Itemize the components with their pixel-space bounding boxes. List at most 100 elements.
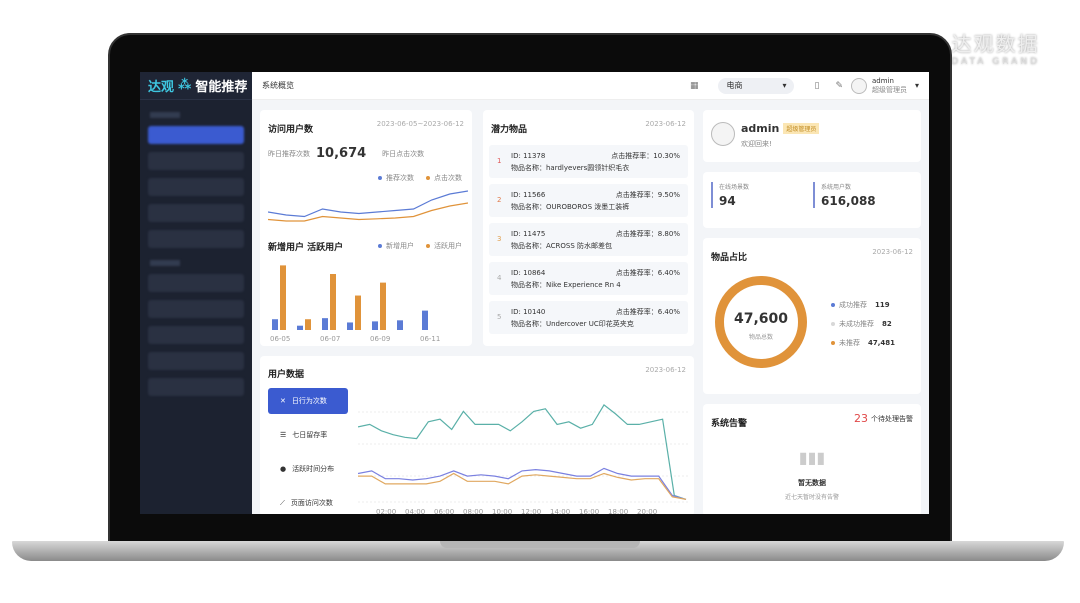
x-tick-label: 06-05: [270, 335, 290, 343]
sidebar-item[interactable]: [148, 352, 244, 370]
name-label: 物品名称：: [511, 320, 546, 328]
tab-active-time[interactable]: ● 活跃时间分布: [268, 456, 348, 482]
id-label: ID:: [511, 269, 521, 277]
item-id: 11475: [523, 230, 546, 238]
tab-label: 七日留存率: [292, 431, 328, 439]
tab-daily-actions[interactable]: ✕ 日行为次数: [268, 388, 348, 414]
bars-icon: ☰: [280, 431, 287, 439]
sidebar-item[interactable]: [148, 300, 244, 318]
watermark-sub: DATA GRAND: [951, 57, 1040, 67]
donut-chart: [715, 276, 807, 368]
rank: 3: [497, 235, 502, 243]
potential-item[interactable]: 1 ID: 11378 点击推荐率：10.30% 物品名称：hardlyever…: [489, 145, 688, 178]
legend-label: 未成功推荐: [839, 320, 874, 328]
logo-icon: ⁂: [178, 78, 192, 93]
watermark-title: 达观数据: [951, 32, 1040, 56]
potential-item[interactable]: 3 ID: 11475 点击推荐率：8.80% 物品名称：ACROSS 防水邮差…: [489, 223, 688, 256]
sidebar-item[interactable]: [148, 230, 244, 248]
bar-new-users: [397, 320, 403, 330]
x-tick-label: 18:00: [608, 508, 628, 514]
legend-dot: [378, 176, 382, 180]
avatar[interactable]: [850, 77, 867, 94]
alerts-card: 系统告警 23 个待处理告警 ▮▮▮ 暂无数据 近七天暂时没有告警: [703, 404, 921, 514]
card-title: 用户数据: [268, 370, 305, 380]
logo[interactable]: 达观 ⁂ 智能推荐: [140, 72, 252, 100]
x-tick-label: 06-07: [320, 335, 340, 343]
sidebar-item[interactable]: [148, 326, 244, 344]
card-date: 2023-06-12: [645, 120, 686, 128]
item-name: ACROSS 防水邮差包: [546, 242, 613, 250]
name-label: 物品名称：: [511, 203, 546, 211]
sidebar-item[interactable]: [148, 274, 244, 292]
id-label: ID:: [511, 308, 521, 316]
id-label: ID:: [511, 191, 521, 199]
users-bar-chart: 06-05 06-07 06-09 06-11: [270, 265, 440, 343]
sidebar-item[interactable]: [148, 378, 244, 396]
potential-card: 潜力物品 2023-06-12 1 ID: 11378 点击推荐率：10.30%…: [483, 110, 694, 346]
tab-label: 页面访问次数: [290, 499, 333, 507]
legend-label: 成功推荐: [839, 301, 867, 309]
caret-down-icon[interactable]: ▾: [914, 81, 919, 90]
avatar[interactable]: [711, 122, 735, 146]
sidebar-item[interactable]: [148, 152, 244, 170]
x-tick-label: 06-11: [420, 335, 440, 343]
logo-product: 智能推荐: [195, 80, 248, 95]
visits-card: 访问用户数 2023-06-05~2023-06-12 昨日推荐次数 10,67…: [260, 110, 472, 346]
tab-page-visits[interactable]: ⟋ 页面访问次数: [268, 490, 348, 514]
sidebar-item[interactable]: [148, 178, 244, 196]
welcome-text: 欢迎回来!: [741, 140, 772, 148]
x-tick-label: 04:00: [405, 508, 425, 514]
legend-dot: [831, 341, 835, 345]
ratio-legend-item: 成功推荐 119: [831, 300, 895, 310]
legend-value: 82: [882, 320, 892, 328]
legend-dot: [378, 244, 382, 248]
potential-item[interactable]: 4 ID: 10864 点击推荐率：6.40% 物品名称：Nike Experi…: [489, 262, 688, 295]
x-tick-label: 08:00: [463, 508, 483, 514]
bar-new-users: [297, 325, 303, 330]
potential-item[interactable]: 2 ID: 11566 点击推荐率：9.50% 物品名称：OUROBOROS 泼…: [489, 184, 688, 217]
item-name: Nike Experience Rn 4: [546, 281, 621, 289]
donut-total: 47,600: [733, 311, 789, 327]
header-user: admin: [871, 76, 894, 85]
potential-item[interactable]: 5 ID: 10140 点击推荐率：6.40% 物品名称：Undercover …: [489, 301, 688, 334]
card-title: 系统告警: [711, 419, 748, 429]
scene-select[interactable]: 电商 ▾: [718, 77, 795, 94]
legend-value: 47,481: [868, 339, 896, 347]
header: 系统概览 ▦ 电商 ▾ ▯ ✎ admin 超级管理员 ▾: [252, 72, 929, 100]
app-screen: 达观 ⁂ 智能推荐 系统概览 ▦ 电商 ▾ ▯ ✎ admin 超级管理员 ▾ 访问用户…: [140, 72, 929, 514]
bar-new-users: [322, 318, 328, 330]
bar-new-users: [422, 310, 428, 330]
x-tick-label: 02:00: [376, 508, 396, 514]
document-icon[interactable]: ▯: [814, 80, 820, 91]
legend-dot: [831, 303, 835, 307]
line-orange: [358, 472, 687, 500]
pen-icon[interactable]: ✎: [835, 80, 843, 91]
tab-retention[interactable]: ☰ 七日留存率: [268, 422, 348, 448]
item-name: OUROBOROS 泼墨工装裤: [546, 203, 630, 211]
stat-label: 在线场景数: [719, 184, 750, 191]
legend-label: 点击次数: [434, 174, 462, 182]
x-tick-label: 10:00: [492, 508, 512, 514]
sidebar-item[interactable]: [148, 126, 244, 144]
rank: 4: [497, 274, 502, 282]
breadcrumb: 系统概览: [262, 81, 294, 90]
logo-brand: 达观: [148, 80, 175, 95]
visits-line-chart: [268, 190, 468, 222]
x-tick-label: 16:00: [579, 508, 599, 514]
legend-dot: [426, 244, 430, 248]
bar-active-users: [380, 282, 386, 330]
name-label: 物品名称：: [511, 242, 546, 250]
x-tick-label: 20:00: [637, 508, 657, 514]
stats-card: 在线场景数 94 系统用户数 616,088: [703, 172, 921, 228]
id-label: ID:: [511, 230, 521, 238]
role-badge: 超级管理员: [783, 123, 820, 134]
laptop-notch: [440, 541, 640, 548]
grid-icon[interactable]: ▦: [689, 80, 699, 91]
tab-label: 活跃时间分布: [292, 465, 335, 473]
name-label: 物品名称：: [511, 281, 546, 289]
sidebar-item[interactable]: [148, 204, 244, 222]
bar-new-users: [272, 319, 278, 330]
item-id: 10140: [523, 308, 546, 316]
tab-label: 日行为次数: [291, 397, 327, 405]
card-title: 访问用户数: [268, 125, 314, 135]
